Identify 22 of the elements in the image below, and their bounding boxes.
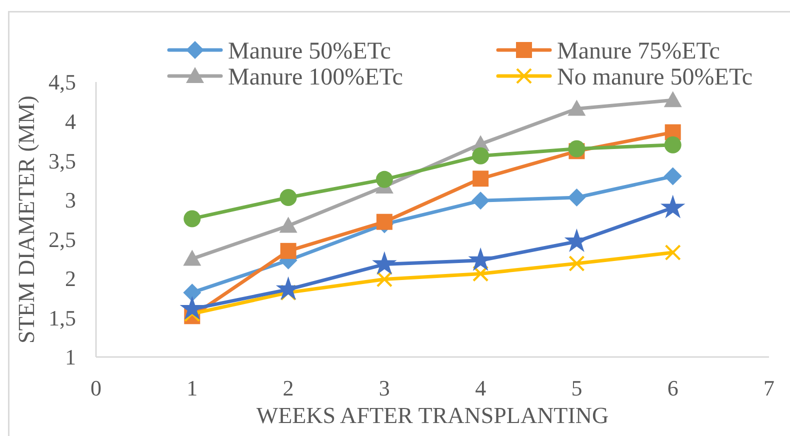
x-tick-label: 5 xyxy=(571,376,582,401)
y-tick-label: 1 xyxy=(65,344,76,370)
legend-label: Manure 100%ETc xyxy=(228,64,403,90)
y-tick-label: 3 xyxy=(65,188,76,213)
x-tick-label: 2 xyxy=(282,376,294,401)
x-tick-label: 7 xyxy=(764,376,774,401)
y-tick-label: 4,5 xyxy=(48,70,76,95)
y-tick-label: 2,5 xyxy=(48,226,76,252)
legend-label: Manure 50%ETc xyxy=(228,38,391,64)
x-tick-label: 0 xyxy=(90,376,102,401)
y-axis-title: STEM DIAMETER (MM) xyxy=(14,96,40,344)
x-axis-title: WEEKS AFTER TRANSPLANTING xyxy=(256,403,609,428)
legend-label: No manure 50%ETc xyxy=(557,64,753,90)
y-tick-label: 3,5 xyxy=(48,148,76,174)
x-tick-label: 3 xyxy=(378,376,390,401)
x-tick-label: 4 xyxy=(475,376,486,401)
y-tick-label: 1,5 xyxy=(48,305,76,330)
x-tick-label: 6 xyxy=(667,376,678,401)
y-tick-label: 4 xyxy=(65,108,76,134)
y-tick-label: 2 xyxy=(65,266,76,292)
legend-label: Manure 75%ETc xyxy=(557,38,720,64)
x-tick-label: 1 xyxy=(186,376,198,401)
